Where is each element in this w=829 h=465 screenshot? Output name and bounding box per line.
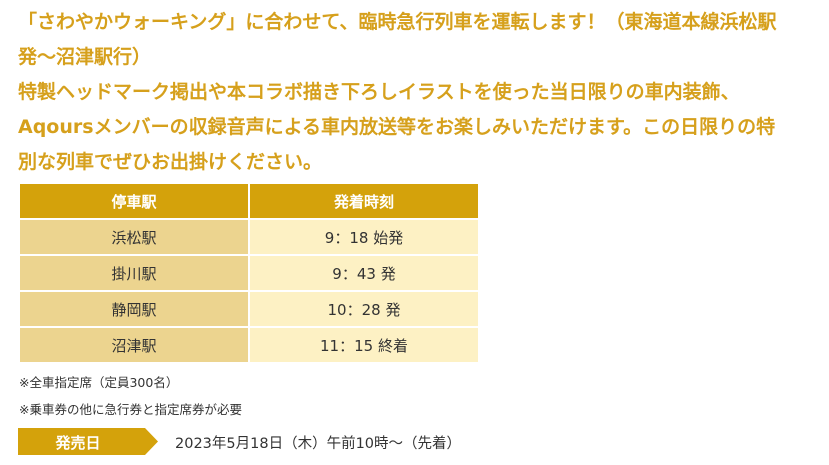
intro-line: 特製ヘッドマーク掲出や本コラボ描き下ろしイラストを使った当日限りの車内装飾、 xyxy=(18,81,740,103)
table-row: 掛川駅 9：43 発 xyxy=(20,256,478,290)
station-cell: 浜松駅 xyxy=(20,220,248,254)
header-station: 停車駅 xyxy=(20,184,248,218)
time-cell: 9：43 発 xyxy=(250,256,478,290)
intro-line: Aqoursメンバーの収録音声による車内放送等をお楽しみいただけます。この日限り… xyxy=(18,116,776,138)
time-cell: 10：28 発 xyxy=(250,292,478,326)
intro-text: 「さわやかウォーキング」に合わせて、臨時急行列車を運転します！（東海道本線浜松駅… xyxy=(18,5,829,180)
station-cell: 掛川駅 xyxy=(20,256,248,290)
station-cell: 沼津駅 xyxy=(20,328,248,362)
station-cell: 静岡駅 xyxy=(20,292,248,326)
intro-line: 別な列車でぜひお出掛けください。 xyxy=(18,151,323,173)
time-cell: 9：18 始発 xyxy=(250,220,478,254)
table-header: 停車駅 発着時刻 xyxy=(20,184,478,218)
note-tickets: ※乗車券の他に急行券と指定席券が必要 xyxy=(19,402,242,417)
table-row: 沼津駅 11：15 終着 xyxy=(20,328,478,362)
arrow-badge-icon xyxy=(18,428,158,455)
sale-date-badge: 発売日 xyxy=(18,428,158,455)
sale-date: 2023年5月18日（木）午前10時〜（先着） xyxy=(175,436,462,452)
table-row: 静岡駅 10：28 発 xyxy=(20,292,478,326)
intro-line: 発〜沼津駅行） xyxy=(18,46,152,68)
note-seats: ※全車指定席（定員300名） xyxy=(19,375,179,390)
header-time: 発着時刻 xyxy=(250,184,478,218)
sale-label: 発売日 xyxy=(55,434,101,452)
intro-line: 「さわやかウォーキング」に合わせて、臨時急行列車を運転します！（東海道本線浜松駅 xyxy=(18,11,777,33)
time-cell: 11：15 終着 xyxy=(250,328,478,362)
timetable: 停車駅 発着時刻 浜松駅 9：18 始発 掛川駅 9：43 発 静岡駅 10：2… xyxy=(18,182,480,364)
table-row: 浜松駅 9：18 始発 xyxy=(20,220,478,254)
